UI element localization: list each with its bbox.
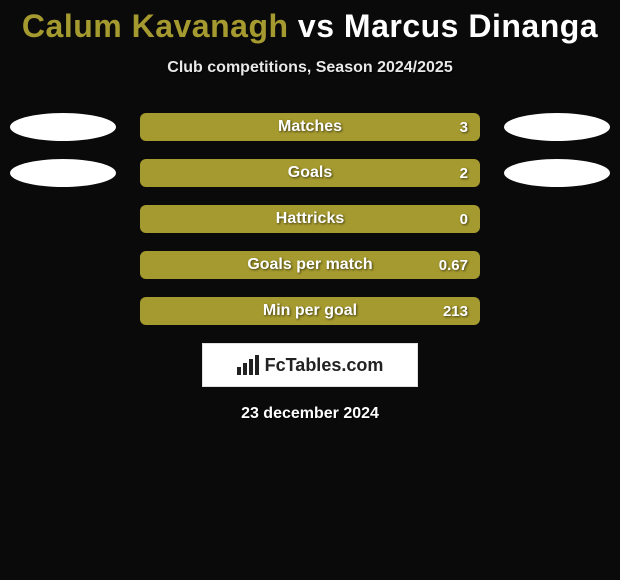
stat-value: 213 xyxy=(443,303,468,320)
stat-bar: Matches 3 xyxy=(140,113,480,141)
stat-value: 0 xyxy=(460,211,468,228)
date-label: 23 december 2024 xyxy=(0,405,620,423)
stat-value: 0.67 xyxy=(439,257,468,274)
player1-ellipse xyxy=(10,113,116,141)
stats-rows: Matches 3 Goals 2 Hattricks 0 Goals per match 0… xyxy=(0,113,620,325)
comparison-card: Calum Kavanagh vs Marcus Dinanga Club co… xyxy=(0,0,620,423)
stat-row: Goals 2 xyxy=(0,159,620,187)
stat-row: Min per goal 213 xyxy=(0,297,620,325)
player2-name: Marcus Dinanga xyxy=(344,8,598,44)
player2-ellipse xyxy=(504,159,610,187)
stat-label: Min per goal xyxy=(263,302,357,320)
player2-ellipse xyxy=(504,113,610,141)
stat-bar: Min per goal 213 xyxy=(140,297,480,325)
subtitle: Club competitions, Season 2024/2025 xyxy=(0,59,620,77)
branding-badge[interactable]: FcTables.com xyxy=(202,343,418,387)
stat-bar: Hattricks 0 xyxy=(140,205,480,233)
stat-bar: Goals 2 xyxy=(140,159,480,187)
stat-label: Matches xyxy=(278,118,342,136)
stat-value: 2 xyxy=(460,165,468,182)
comparison-title: Calum Kavanagh vs Marcus Dinanga xyxy=(0,8,620,45)
stat-label: Goals xyxy=(288,164,332,182)
player1-ellipse xyxy=(10,159,116,187)
stat-bar: Goals per match 0.67 xyxy=(140,251,480,279)
branding-text: FcTables.com xyxy=(265,355,384,376)
stat-label: Hattricks xyxy=(276,210,344,228)
bar-chart-icon xyxy=(237,355,259,375)
player1-name: Calum Kavanagh xyxy=(22,8,289,44)
stat-value: 3 xyxy=(460,119,468,136)
stat-row: Matches 3 xyxy=(0,113,620,141)
stat-row: Goals per match 0.67 xyxy=(0,251,620,279)
stat-label: Goals per match xyxy=(247,256,372,274)
vs-separator: vs xyxy=(289,8,344,44)
stat-row: Hattricks 0 xyxy=(0,205,620,233)
